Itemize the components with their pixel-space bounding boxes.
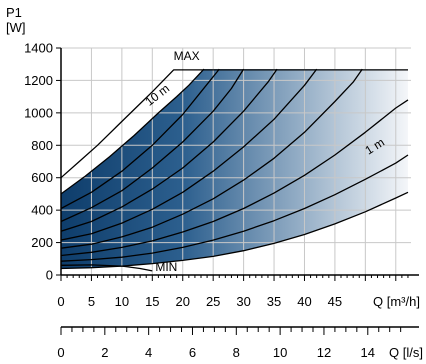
curve-9 bbox=[61, 154, 409, 262]
y-tick-label: 0 bbox=[46, 268, 53, 283]
curve-11 bbox=[61, 264, 153, 272]
ls-tick-label: 6 bbox=[189, 345, 196, 360]
curve-8 bbox=[61, 99, 409, 257]
curve-3 bbox=[61, 68, 220, 210]
y-tick-label: 600 bbox=[31, 170, 53, 185]
y-tick-label: 1400 bbox=[24, 41, 53, 56]
curve-1 bbox=[61, 69, 408, 179]
ls-tick-label: 2 bbox=[101, 345, 108, 360]
ls-tick-label: 4 bbox=[145, 345, 152, 360]
x-tick-label: 40 bbox=[297, 294, 311, 309]
x-tick-label: 35 bbox=[267, 294, 281, 309]
max-curve-label: MAX bbox=[174, 49, 200, 63]
x-tick-label: 15 bbox=[145, 294, 159, 309]
curve-7 bbox=[61, 68, 363, 249]
ls-tick-label: 10 bbox=[273, 345, 287, 360]
x-axis-label-ls: Q [l/s] bbox=[389, 345, 423, 360]
y-tick-label: 800 bbox=[31, 138, 53, 153]
y-tick-label: 400 bbox=[31, 203, 53, 218]
ls-tick-label: 8 bbox=[233, 345, 240, 360]
curves bbox=[61, 68, 409, 272]
x-tick-label: 10 bbox=[115, 294, 129, 309]
ls-tick-label: 14 bbox=[361, 345, 375, 360]
y-tick-label: 1200 bbox=[24, 73, 53, 88]
curve-6 bbox=[61, 68, 318, 241]
y-axis-label-line1: P1 bbox=[6, 5, 22, 20]
x-tick-label: 30 bbox=[236, 294, 250, 309]
ls-tick-label: 12 bbox=[317, 345, 331, 360]
x-tick-label: 5 bbox=[88, 294, 95, 309]
operating-range-area bbox=[61, 69, 408, 269]
x-tick-label: 45 bbox=[328, 294, 342, 309]
min-curve-label: MIN bbox=[155, 260, 177, 274]
x-axis-label-m3h: Q [m³/h] bbox=[373, 294, 420, 309]
curve-5 bbox=[61, 68, 278, 232]
y-axis-label-line2: [W] bbox=[6, 20, 26, 35]
operating-area-fill bbox=[61, 69, 408, 269]
y-tick-label: 1000 bbox=[24, 105, 53, 120]
ls-tick-label: 0 bbox=[57, 345, 64, 360]
x-tick-label: 25 bbox=[206, 294, 220, 309]
x-tick-label: 0 bbox=[57, 294, 64, 309]
y-tick-label: 200 bbox=[31, 235, 53, 250]
curve-4 bbox=[61, 68, 245, 223]
x-tick-label: 20 bbox=[176, 294, 190, 309]
curve-2 bbox=[61, 68, 205, 195]
